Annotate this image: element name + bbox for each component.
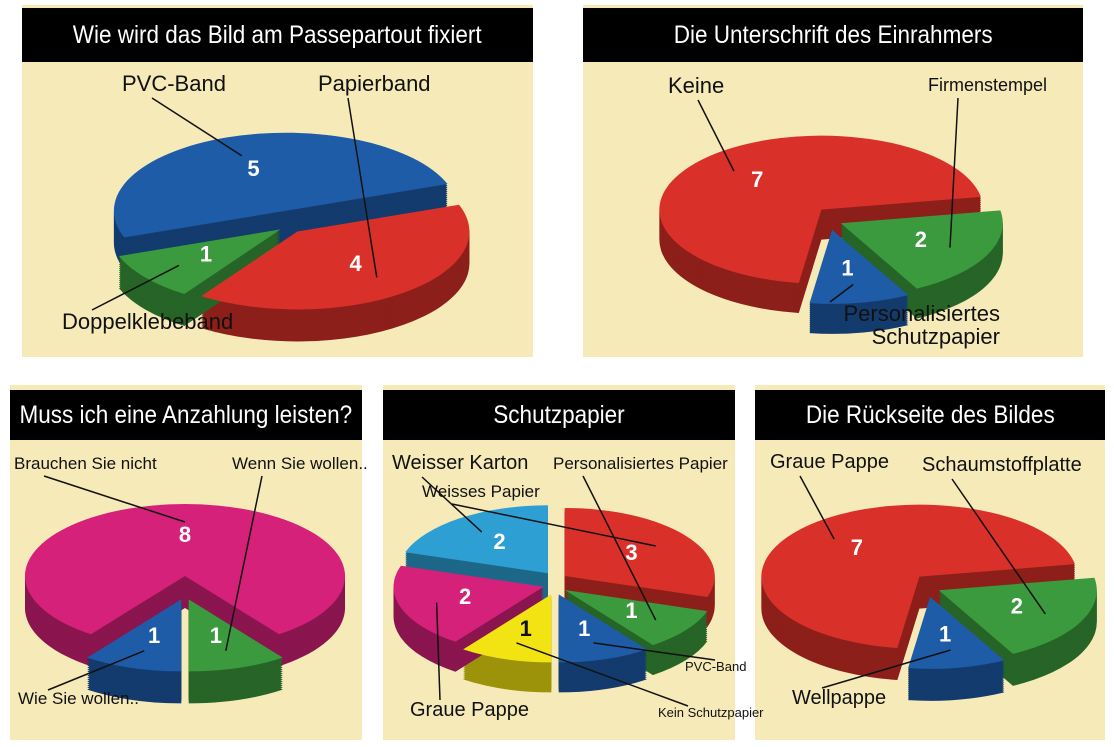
value-label: 7 (751, 167, 763, 192)
value-label: 2 (1011, 593, 1023, 618)
value-label: 8 (179, 522, 191, 547)
slice-label: Weisser Karton (392, 452, 529, 474)
slice-label: Kein Schutzpapier (658, 705, 764, 720)
slice (463, 594, 552, 663)
leader-line (225, 475, 263, 651)
chart-title: Wie wird das Bild am Passepartout fixier… (73, 20, 482, 49)
slice (24, 504, 346, 635)
leader-line (582, 475, 657, 621)
leader-line (91, 264, 180, 311)
leader-line (516, 642, 689, 707)
leader-line (821, 649, 951, 689)
leader-line (43, 475, 186, 523)
slice-label: Weisses Papier (422, 482, 540, 501)
slice (113, 132, 448, 238)
slice-label: Papierband (318, 71, 431, 96)
leader-line (949, 97, 959, 248)
value-label: 1 (210, 623, 222, 648)
slice (564, 507, 715, 597)
slice-label: Brauchen Sie nicht (14, 454, 157, 473)
value-label: 5 (247, 156, 259, 181)
title-bar: Die Unterschrift des Einrahmers (583, 8, 1083, 62)
slice (840, 210, 1003, 289)
slice-label: Personalisiertes Schutzpapier (843, 301, 1000, 350)
slice (393, 565, 544, 642)
slice (761, 504, 1075, 648)
chart-title: Schutzpapier (493, 400, 625, 429)
value-label: 1 (625, 598, 637, 623)
slice-label: Firmenstempel (928, 75, 1048, 95)
slice-label: Graue Pappe (770, 451, 889, 473)
leader-line (697, 99, 735, 172)
chart-title: Die Rückseite des Bildes (805, 400, 1055, 429)
value-label: 1 (200, 242, 212, 267)
title-bar: Muss ich eine Anzahlung leisten? (10, 390, 362, 440)
leader-line (347, 97, 378, 278)
slice (938, 577, 1097, 654)
value-label: 1 (939, 622, 951, 647)
leader-line (451, 503, 656, 547)
leader-line (799, 475, 835, 540)
slice (405, 505, 548, 574)
slice-label: Wenn Sie wollen.. (232, 454, 368, 473)
slice-label: Graue Pappe (410, 699, 529, 721)
value-label: 7 (851, 535, 863, 560)
title-bar: Die Rückseite des Bildes (755, 390, 1105, 440)
slice-label: PVC-Band (685, 659, 747, 674)
slice (201, 204, 470, 310)
leader-line (951, 478, 1046, 615)
slice (188, 599, 283, 672)
slice-label: Wellpappe (792, 687, 887, 709)
slice-label: Keine (668, 73, 725, 98)
slice (87, 599, 182, 672)
value-label: 1 (578, 616, 590, 641)
value-label: 1 (148, 623, 160, 648)
value-label: 1 (520, 616, 532, 641)
value-label: 2 (493, 529, 505, 554)
slice-label: Personalisiertes Papier (553, 454, 728, 473)
leader-line (435, 602, 441, 701)
leader-line (829, 283, 854, 303)
slice-label: Wie Sie wollen.. (18, 689, 139, 708)
slice-label: Doppelklebeband (62, 309, 234, 334)
leader-line (47, 650, 145, 691)
title-bar: Schutzpapier (383, 390, 735, 440)
chart-title: Muss ich eine Anzahlung leisten? (19, 400, 353, 429)
value-label: 2 (915, 227, 927, 252)
slice (659, 135, 981, 283)
leader-line (593, 642, 716, 661)
value-label: 4 (350, 251, 363, 276)
chart-title: Die Unterschrift des Einrahmers (673, 20, 993, 49)
slice (809, 229, 909, 304)
slice (564, 590, 708, 646)
slice (558, 594, 647, 663)
slice (118, 229, 281, 295)
leader-line (151, 97, 243, 157)
slice-label: PVC-Band (122, 71, 226, 96)
value-label: 1 (841, 256, 853, 281)
value-label: 2 (459, 584, 471, 609)
title-bar: Wie wird das Bild am Passepartout fixier… (22, 8, 533, 62)
value-label: 3 (625, 540, 637, 565)
slice-label: Schaumstoffplatte (922, 454, 1082, 476)
slice (908, 596, 1005, 669)
